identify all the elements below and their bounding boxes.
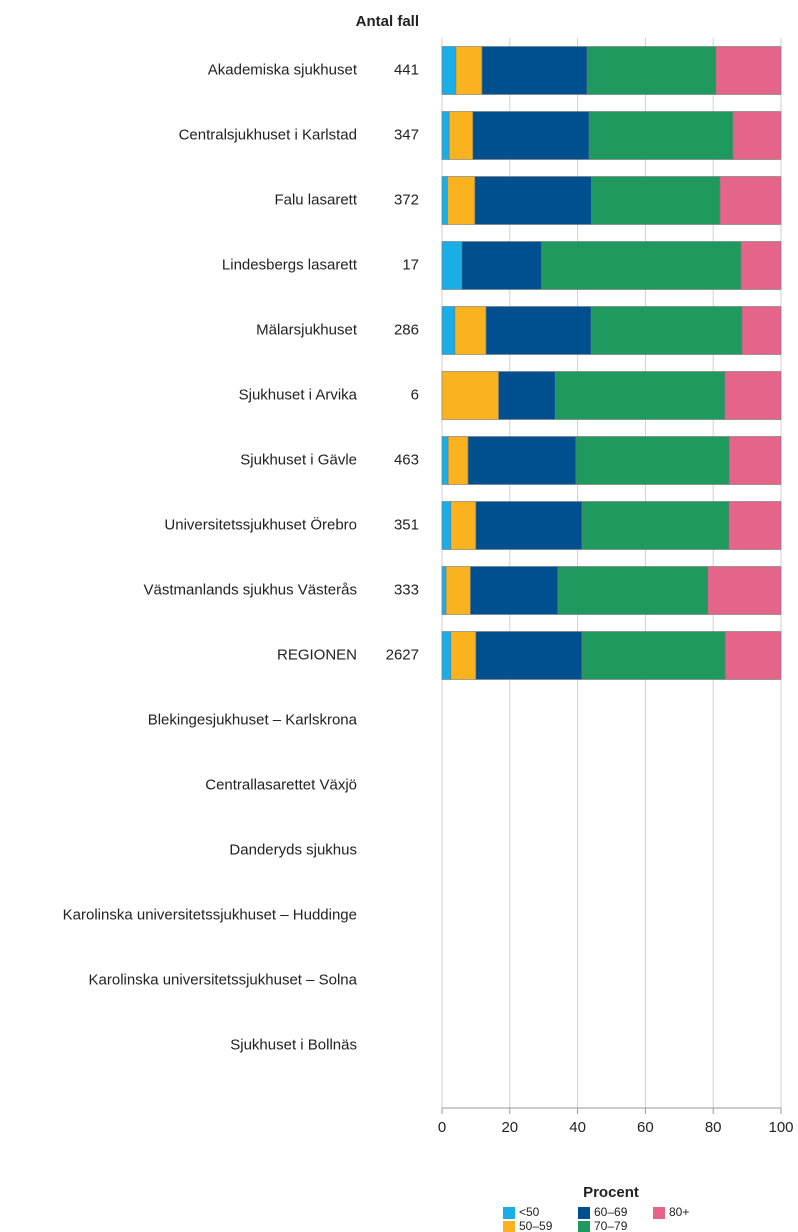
count-label: 372 <box>394 191 419 208</box>
bar-segment <box>498 371 556 420</box>
bar-segment <box>455 46 483 95</box>
bar-segment <box>588 111 734 160</box>
count-label: 333 <box>394 581 419 598</box>
x-tick-label: 40 <box>569 1119 586 1136</box>
bar-segment <box>741 306 782 355</box>
bar-segment <box>441 501 452 550</box>
bar-segment <box>454 306 487 355</box>
bar-segment <box>470 566 559 615</box>
x-axis-label: Procent <box>583 1184 639 1201</box>
y-tick-label: Mälarsjukhuset <box>256 321 358 338</box>
legend-label: <50 <box>519 1205 540 1219</box>
bar-segment <box>475 501 583 550</box>
y-tick-label: REGIONEN <box>277 646 357 663</box>
count-label: 351 <box>394 516 419 533</box>
y-tick-label: Karolinska universitetssjukhuset – Solna <box>89 971 358 988</box>
bar-segment <box>728 501 782 550</box>
bar-segment <box>447 176 476 225</box>
bar-segment <box>485 306 592 355</box>
y-tick-label: Karolinska universitetssjukhuset – Huddi… <box>63 906 357 923</box>
y-tick-label: Universitetssjukhuset Örebro <box>164 515 357 533</box>
bar-segment <box>461 241 542 290</box>
y-tick-label: Danderyds sjukhus <box>229 841 357 858</box>
x-tick-label: 60 <box>637 1119 654 1136</box>
bar-segment <box>472 111 590 160</box>
count-label: 463 <box>394 451 419 468</box>
count-label: 6 <box>411 386 419 403</box>
x-tick-label: 20 <box>501 1119 518 1136</box>
x-tick-label: 0 <box>438 1119 446 1136</box>
bar-segment <box>728 436 782 485</box>
bar-segment <box>575 436 730 485</box>
y-tick-label: Centrallasarettet Växjö <box>205 776 357 793</box>
bar-segment <box>541 241 742 290</box>
bar-segment <box>590 306 743 355</box>
y-tick-label: Falu lasarett <box>274 191 357 208</box>
y-tick-label: Västmanlands sjukhus Västerås <box>144 581 357 598</box>
x-tick-label: 80 <box>705 1119 722 1136</box>
count-label: 17 <box>402 256 419 273</box>
bar-segment <box>474 176 592 225</box>
bar-segment <box>441 371 499 420</box>
bar-segment <box>441 241 463 290</box>
y-tick-label: Sjukhuset i Gävle <box>240 451 357 468</box>
bar-segment <box>591 176 721 225</box>
bar-segment <box>475 631 583 680</box>
legend-swatch <box>578 1221 590 1232</box>
legend-label: 80+ <box>669 1205 689 1219</box>
bar-segment <box>441 46 457 95</box>
bar-segment <box>448 111 474 160</box>
bar-segment <box>740 241 782 290</box>
count-label: 347 <box>394 126 419 143</box>
bar-segment <box>441 176 448 225</box>
bar-segment <box>581 501 730 550</box>
bar-segment <box>445 566 471 615</box>
bar-segment <box>481 46 588 95</box>
bar-segment <box>719 176 782 225</box>
legend-label: 70–79 <box>594 1219 628 1232</box>
bar-segment <box>467 436 577 485</box>
bar-segment <box>707 566 782 615</box>
count-label: 441 <box>394 61 419 78</box>
bar-segment <box>450 501 477 550</box>
bar-segment <box>441 566 447 615</box>
bar-segment <box>581 631 726 680</box>
y-tick-label: Sjukhuset i Bollnäs <box>230 1036 357 1053</box>
bar-segment <box>447 436 469 485</box>
bar-segment <box>732 111 782 160</box>
bar-segment <box>554 371 726 420</box>
bar-segment <box>557 566 709 615</box>
bar-segment <box>441 436 449 485</box>
bar-segment <box>441 111 450 160</box>
bar-segment <box>441 631 452 680</box>
y-tick-label: Lindesbergs lasarett <box>222 256 358 273</box>
count-label: 2627 <box>386 646 419 663</box>
legend-swatch <box>503 1207 515 1219</box>
bar-segment <box>586 46 717 95</box>
count-label: 286 <box>394 321 419 338</box>
bar-segment <box>450 631 477 680</box>
y-tick-label: Centralsjukhuset i Karlstad <box>179 126 357 143</box>
x-tick-label: 100 <box>768 1119 793 1136</box>
bar-segment <box>724 371 782 420</box>
bar-segment <box>715 46 782 95</box>
legend-swatch <box>503 1221 515 1232</box>
y-tick-label: Akademiska sjukhuset <box>208 61 358 78</box>
legend-swatch <box>578 1207 590 1219</box>
y-tick-label: Blekingesjukhuset – Karlskrona <box>148 711 358 728</box>
y-tick-label: Sjukhuset i Arvika <box>239 386 358 403</box>
bar-segment <box>441 306 456 355</box>
counts-header: Antal fall <box>356 13 419 30</box>
legend-label: 50–59 <box>519 1219 553 1232</box>
bar-segment <box>724 631 782 680</box>
legend-label: 60–69 <box>594 1205 628 1219</box>
legend-swatch <box>653 1207 665 1219</box>
